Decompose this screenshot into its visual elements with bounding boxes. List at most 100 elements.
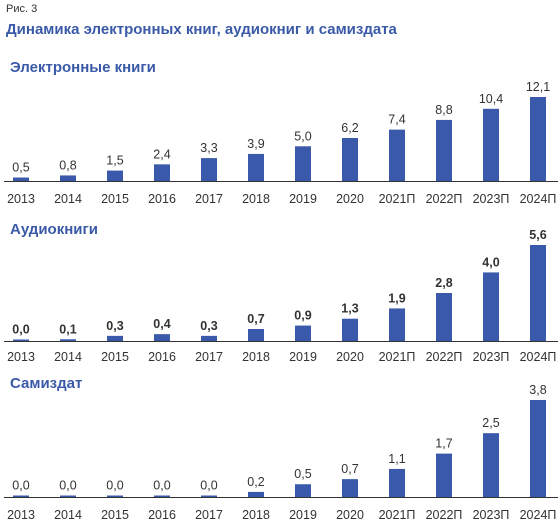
data-label: 0,9 [294, 309, 311, 323]
x-tick-label: 2024П [520, 192, 557, 206]
x-tick-label: 2022П [426, 508, 463, 522]
bar [295, 325, 311, 341]
x-tick-label: 2016 [148, 350, 176, 364]
x-tick-label: 2016 [148, 192, 176, 206]
x-tick-label: 2014 [54, 192, 82, 206]
x-tick-label: 2019 [289, 192, 317, 206]
bar [483, 108, 499, 181]
x-tick-label: 2021П [379, 192, 416, 206]
bar [13, 177, 29, 181]
bar [60, 495, 76, 497]
data-label: 3,8 [529, 383, 546, 397]
bar [530, 400, 546, 497]
data-label: 0,2 [247, 475, 264, 489]
x-tick-label: 2013 [7, 192, 35, 206]
data-label: 2,8 [435, 276, 452, 290]
bar [248, 491, 264, 497]
data-label: 0,7 [247, 312, 264, 326]
x-tick-label: 2018 [242, 192, 270, 206]
bar [389, 308, 405, 341]
data-label: 3,3 [200, 141, 217, 155]
bar [154, 164, 170, 181]
x-tick-label: 2015 [101, 508, 129, 522]
x-tick-label: 2013 [7, 350, 35, 364]
data-label: 1,5 [106, 154, 123, 168]
data-label: 0,8 [59, 158, 76, 172]
x-tick-label: 2023П [473, 192, 510, 206]
data-label: 0,0 [59, 479, 76, 493]
data-label: 7,4 [388, 113, 405, 127]
data-label: 0,7 [341, 462, 358, 476]
bar [295, 484, 311, 497]
bar [436, 453, 452, 497]
panel-title: Самиздат [10, 375, 82, 392]
data-label: 1,1 [388, 452, 405, 466]
bar [248, 153, 264, 181]
data-label: 12,1 [526, 80, 550, 94]
data-label: 0,1 [59, 322, 76, 336]
x-tick-label: 2019 [289, 350, 317, 364]
panel-title: Аудиокниги [10, 221, 98, 238]
x-tick-label: 2024П [520, 350, 557, 364]
bar [154, 495, 170, 497]
bar [60, 339, 76, 341]
bar [107, 495, 123, 497]
bar [389, 129, 405, 181]
bar [107, 170, 123, 181]
bar [530, 97, 546, 181]
bar [483, 433, 499, 497]
data-label: 10,4 [479, 92, 503, 106]
data-label: 0,0 [153, 479, 170, 493]
panel-title: Электронные книги [10, 59, 156, 76]
bar [13, 339, 29, 341]
x-tick-label: 2017 [195, 350, 223, 364]
x-tick-label: 2020 [336, 508, 364, 522]
data-label: 2,5 [482, 416, 499, 430]
data-label: 4,0 [482, 255, 499, 269]
bar [60, 175, 76, 181]
x-tick-label: 2016 [148, 508, 176, 522]
x-tick-label: 2019 [289, 508, 317, 522]
x-tick-label: 2022П [426, 350, 463, 364]
chart-main-title: Динамика электронных книг, аудиокниг и с… [6, 21, 397, 38]
bar [342, 479, 358, 497]
bar [342, 137, 358, 181]
data-label: 0,4 [153, 317, 170, 331]
x-tick-label: 2015 [101, 350, 129, 364]
bar [201, 335, 217, 341]
data-label: 0,0 [200, 479, 217, 493]
data-label: 0,3 [200, 319, 217, 333]
data-label: 0,5 [294, 467, 311, 481]
x-tick-label: 2022П [426, 192, 463, 206]
data-label: 0,0 [106, 479, 123, 493]
x-tick-label: 2024П [520, 508, 557, 522]
data-label: 0,0 [12, 323, 29, 337]
x-tick-label: 2023П [473, 350, 510, 364]
bar [342, 318, 358, 341]
bar [483, 272, 499, 341]
bar [13, 495, 29, 497]
x-tick-label: 2023П [473, 508, 510, 522]
bar [436, 293, 452, 341]
bar [201, 495, 217, 497]
bar [530, 245, 546, 341]
x-tick-label: 2014 [54, 350, 82, 364]
data-label: 1,7 [435, 437, 452, 451]
data-label: 0,3 [106, 319, 123, 333]
x-tick-label: 2018 [242, 508, 270, 522]
x-tick-label: 2017 [195, 192, 223, 206]
bar [389, 468, 405, 497]
x-tick-label: 2021П [379, 508, 416, 522]
data-label: 6,2 [341, 121, 358, 135]
data-label: 8,8 [435, 103, 452, 117]
data-label: 3,9 [247, 137, 264, 151]
bar [436, 119, 452, 181]
x-tick-label: 2021П [379, 350, 416, 364]
data-label: 2,4 [153, 147, 170, 161]
data-label: 0,0 [12, 479, 29, 493]
data-label: 5,6 [529, 228, 546, 242]
x-tick-label: 2015 [101, 192, 129, 206]
bar [201, 158, 217, 181]
data-label: 1,9 [388, 291, 405, 305]
